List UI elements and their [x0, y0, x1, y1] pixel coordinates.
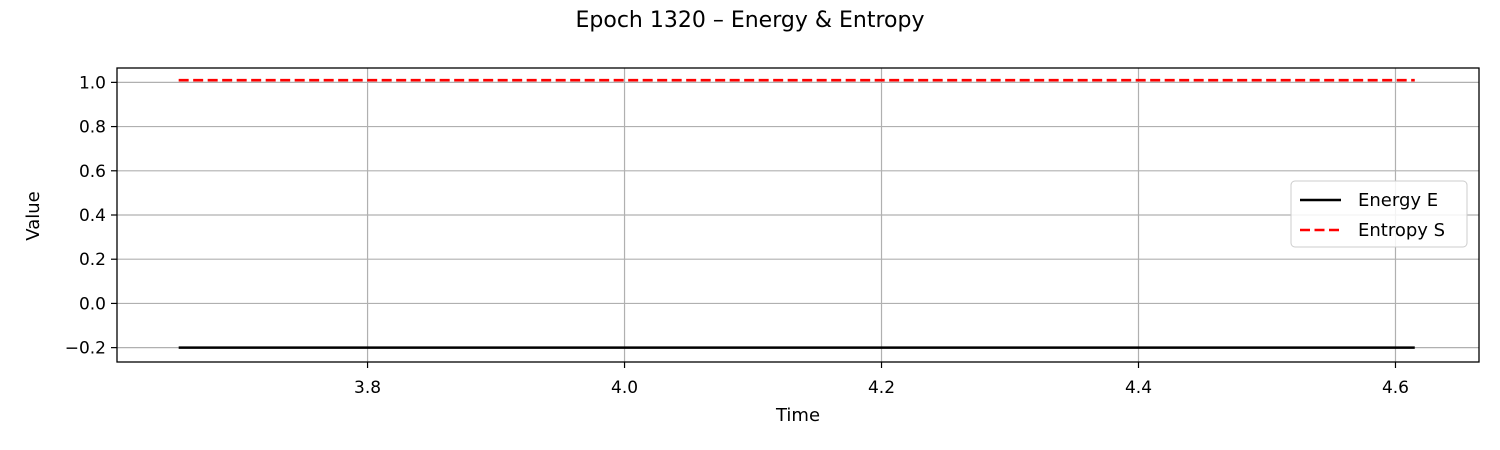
y-tick-label: −0.2	[65, 339, 106, 359]
y-tick-label: 1.0	[79, 73, 106, 93]
legend-label-energy-e: Energy E	[1358, 190, 1438, 211]
legend-items: Energy E Entropy S	[1300, 190, 1445, 241]
x-tick-label: 4.0	[611, 378, 638, 398]
x-axis-label: Time	[775, 405, 820, 426]
y-tick-label: 0.2	[79, 250, 106, 270]
x-tick-label: 3.8	[354, 378, 381, 398]
x-tick-label: 4.4	[1125, 378, 1152, 398]
y-axis-label: Value	[23, 191, 44, 240]
x-tick-label: 4.2	[868, 378, 895, 398]
grid-layer	[117, 68, 1479, 362]
series-layer	[178, 78, 1415, 349]
tick-layer: 3.8 4.0 4.2 4.4 4.6 −0.2 0.0 0.2 0.4 0.6 0.8 1.0	[65, 73, 1409, 398]
y-tick-label: 0.0	[79, 294, 106, 314]
chart-title: Epoch 1320 – Energy & Entropy	[576, 8, 925, 33]
x-tick-label: 4.6	[1382, 378, 1409, 398]
y-tick-label: 0.8	[79, 118, 106, 138]
legend: Energy E Entropy S	[1290, 180, 1468, 248]
y-tick-label: 0.6	[79, 162, 106, 182]
legend-label-entropy-s: Entropy S	[1358, 220, 1445, 241]
y-tick-label: 0.4	[79, 206, 106, 226]
